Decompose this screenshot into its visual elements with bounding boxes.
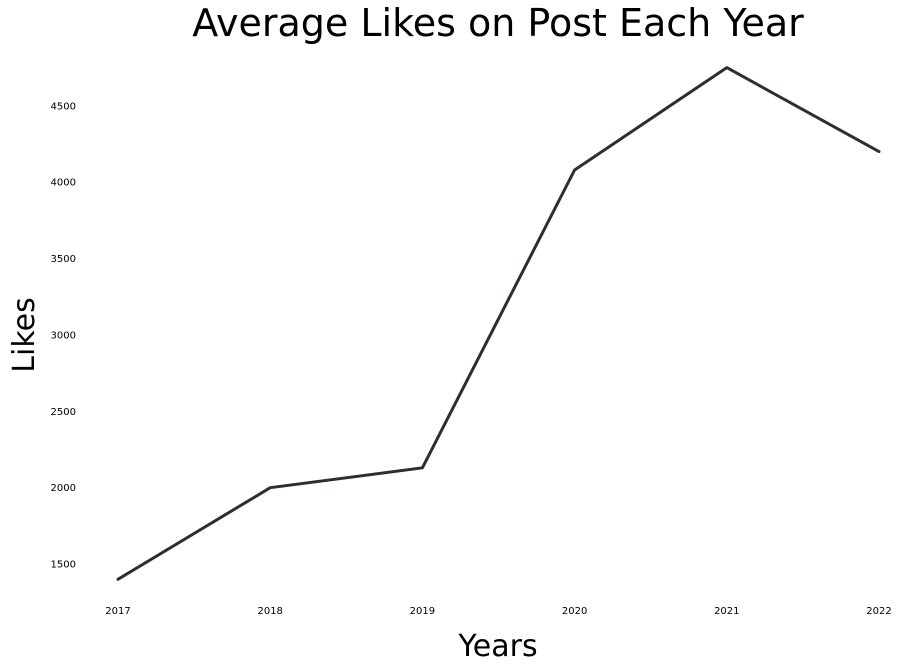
y-tick-label: 3000 — [51, 330, 76, 341]
x-tick-label: 2018 — [257, 606, 282, 617]
x-tick-label: 2019 — [410, 606, 435, 617]
y-tick-label: 2000 — [51, 483, 76, 494]
series-line — [116, 66, 881, 581]
x-tick-label: 2022 — [866, 606, 891, 617]
series-group — [116, 66, 881, 581]
x-axis-ticks: 2017 2018 2019 2020 2021 2022 — [105, 606, 891, 617]
y-tick-label: 2500 — [51, 407, 76, 418]
y-axis-label: Likes — [7, 297, 42, 372]
y-tick-label: 4000 — [51, 178, 76, 189]
x-tick-label: 2017 — [105, 606, 130, 617]
x-axis-label: Years — [457, 629, 537, 664]
x-tick-label: 2020 — [562, 606, 587, 617]
x-tick-label: 2021 — [714, 606, 739, 617]
chart-title: Average Likes on Post Each Year — [192, 1, 804, 45]
y-tick-label: 3500 — [51, 254, 76, 265]
y-tick-label: 4500 — [51, 101, 76, 112]
y-axis-ticks: 1500 2000 2500 3000 3500 4000 4500 — [51, 101, 76, 570]
y-tick-label: 1500 — [51, 560, 76, 571]
